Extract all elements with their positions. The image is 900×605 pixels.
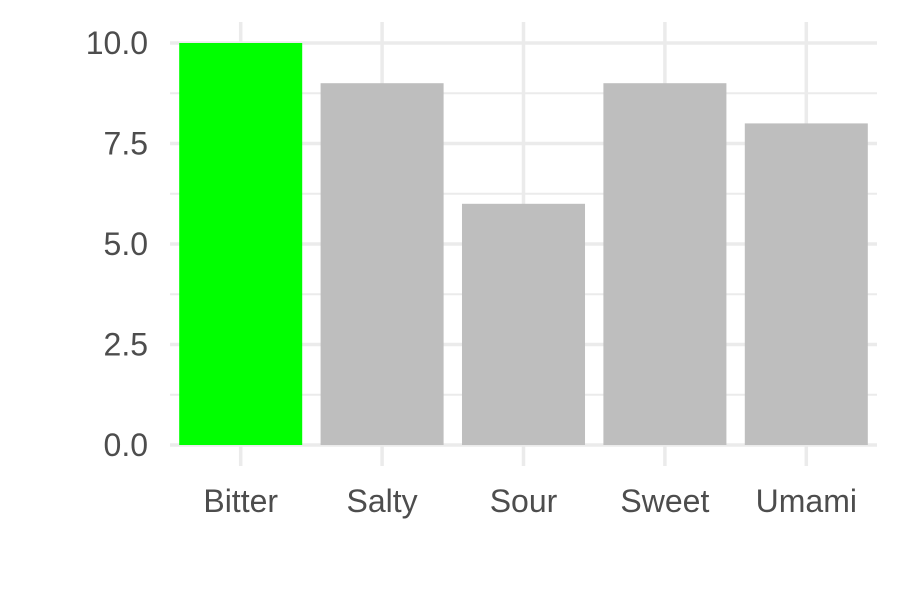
y-tick-label: 0.0 [104,427,148,463]
y-tick-label: 5.0 [104,226,148,262]
bar-umami [744,123,868,446]
x-tick-label: Umami [756,483,857,519]
x-tick-label: Salty [347,483,418,519]
y-tick-label: 2.5 [104,327,148,363]
bar-bitter [179,43,303,445]
bar-layer [179,43,868,446]
x-tick-label: Bitter [203,483,278,519]
x-tick-label: Sour [490,483,558,519]
axis-layer: 0.0 2.5 5.0 7.5 10.0 Bitter Salty Sour Sweet Umam… [86,25,857,519]
y-tick-label: 10.0 [86,25,148,61]
bar-salty [320,83,444,445]
bar-sour [461,203,586,445]
y-tick-label: 7.5 [104,126,148,162]
x-tick-label: Sweet [620,483,709,519]
bar-sweet [603,83,727,445]
